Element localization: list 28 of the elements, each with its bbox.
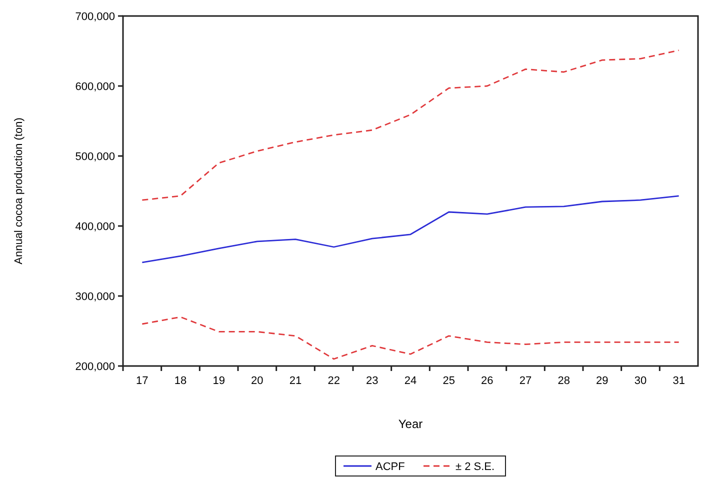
x-tick-label: 29 bbox=[596, 375, 608, 387]
x-tick-label: 25 bbox=[442, 375, 455, 387]
y-axis-title: Annual cocoa production (ton) bbox=[13, 118, 25, 264]
y-tick-label: 300,000 bbox=[75, 290, 115, 303]
y-tick-label: 200,000 bbox=[75, 360, 115, 373]
legend-label: ± 2 S.E. bbox=[456, 460, 495, 473]
y-tick-label: 700,000 bbox=[75, 10, 115, 23]
legend-label: ACPF bbox=[376, 460, 406, 473]
line-series bbox=[141, 50, 680, 201]
x-axis-title: Year bbox=[398, 417, 423, 431]
x-tick-label: 28 bbox=[558, 375, 570, 387]
y-tick-label: 500,000 bbox=[75, 150, 115, 163]
x-tick-label: 21 bbox=[289, 375, 302, 387]
x-tick-label: 20 bbox=[251, 375, 264, 387]
x-tick-label: 27 bbox=[519, 375, 532, 387]
x-tick-label: 18 bbox=[174, 375, 187, 387]
x-tick-label: 24 bbox=[404, 375, 417, 387]
x-tick-label: 17 bbox=[136, 375, 148, 387]
x-tick-label: 23 bbox=[366, 375, 378, 387]
x-tick-label: 31 bbox=[672, 375, 685, 387]
x-tick-label: 22 bbox=[328, 375, 340, 387]
x-tick-label: 30 bbox=[634, 375, 647, 387]
line-series bbox=[141, 316, 680, 360]
line-series bbox=[141, 195, 680, 264]
y-tick-label: 600,000 bbox=[75, 80, 115, 93]
y-tick-label: 400,000 bbox=[75, 220, 115, 233]
x-tick-label: 19 bbox=[212, 375, 225, 387]
x-tick-label: 26 bbox=[481, 375, 494, 387]
